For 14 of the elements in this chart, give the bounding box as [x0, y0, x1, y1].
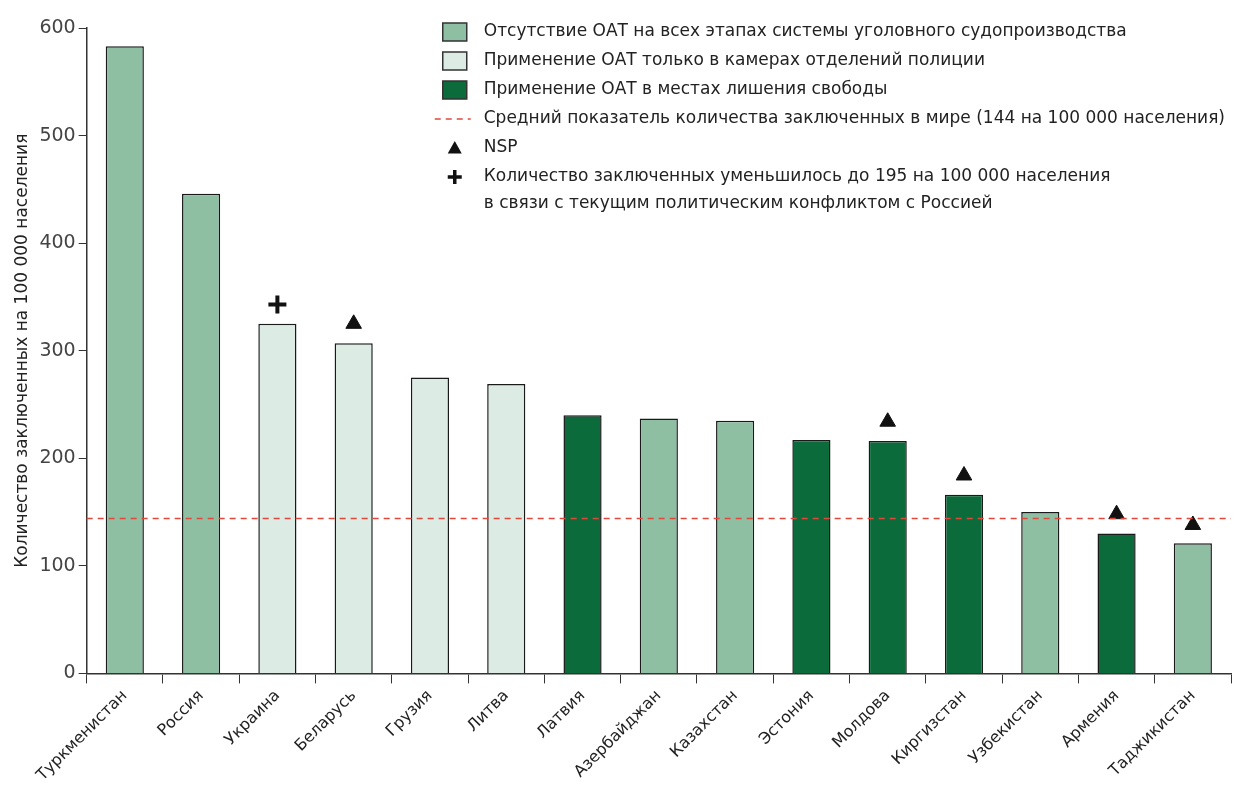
y-tick-label: 500 — [39, 122, 76, 145]
y-axis-title: Количество заключенных на 100 000 населения — [10, 133, 31, 568]
y-tick-label: 400 — [39, 230, 76, 253]
y-tick-label: 100 — [39, 552, 76, 575]
legend-label: Количество заключенных уменьшилось до 195 на 100 000 населения в связи с текущим политическим конфликтом с Россией — [483, 165, 1111, 213]
y-tick-label: 200 — [39, 445, 76, 468]
y-tick-label: 600 — [39, 14, 76, 37]
y-tick-label: 0 — [63, 660, 76, 683]
legend-label: Применение ОАТ только в камерах отделений полиции — [483, 49, 985, 70]
legend-label: Средний показатель количества заключенных в мире (144 на 100 000 населения) — [483, 107, 1226, 128]
y-tick-label: 300 — [39, 337, 76, 360]
legend-label: NSP — [483, 136, 518, 157]
legend-label: Отсутствие ОАТ на всех этапах системы уголовного судопроизводства — [483, 20, 1127, 41]
legend-label: Применение ОАТ в местах лишения свободы — [483, 78, 888, 99]
